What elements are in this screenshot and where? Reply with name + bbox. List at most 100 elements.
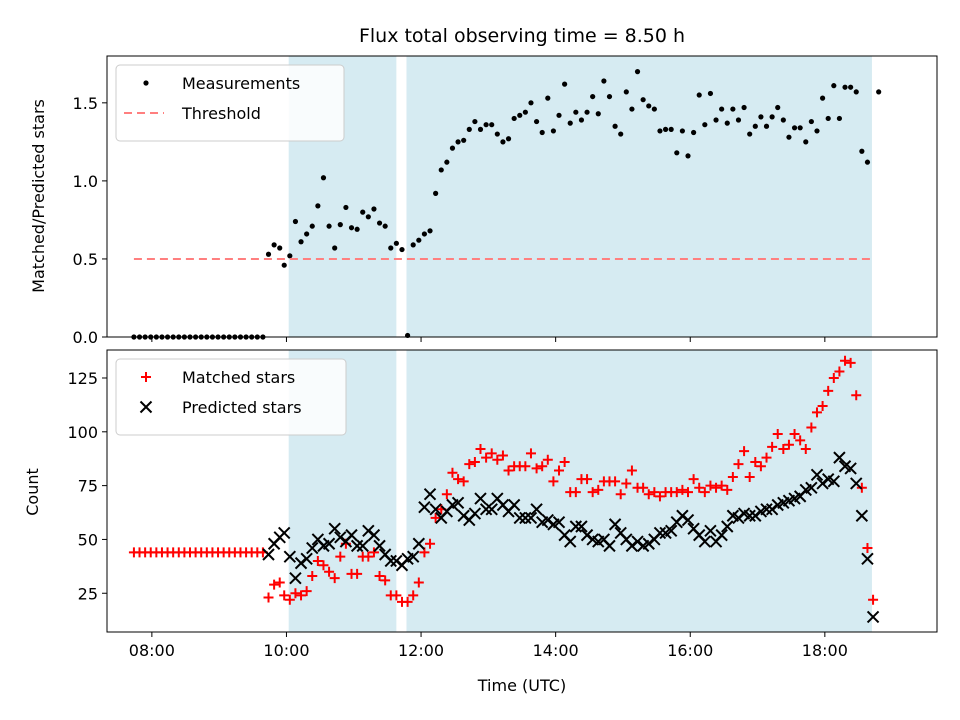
data-point-70 (522, 109, 528, 115)
plus-marker-51 (413, 577, 424, 588)
data-point-106 (724, 120, 730, 126)
plus-marker-64 (486, 448, 497, 459)
plus-marker-71 (525, 448, 536, 459)
x-tick-label-5: 18:00 (802, 641, 848, 660)
data-point-76 (556, 112, 562, 118)
x-marker-98 (810, 468, 824, 482)
data-point-127 (842, 84, 848, 90)
x-tick-label-0: 08:00 (129, 641, 175, 660)
plus-marker-28 (284, 594, 295, 605)
data-point-74 (545, 95, 551, 101)
x-marker-101 (827, 475, 841, 488)
plus-marker-116 (778, 444, 789, 455)
x-marker-19 (367, 528, 381, 542)
plus-marker-98 (677, 484, 688, 495)
x-marker-4 (283, 550, 297, 563)
x-tick-label-1: 10:00 (263, 641, 309, 660)
plus-marker-94 (654, 491, 665, 502)
data-point-82 (590, 93, 596, 100)
x-marker-106 (855, 509, 869, 522)
plus-marker-99 (683, 487, 693, 498)
data-point-118 (791, 125, 798, 131)
plus-marker-89 (626, 465, 637, 476)
axes-frame (106, 55, 938, 338)
x-marker-37 (468, 507, 482, 520)
data-point-40 (354, 226, 360, 232)
data-point-126 (836, 115, 843, 122)
data-point-65 (494, 131, 500, 137)
x-tick-label-4: 16:00 (667, 641, 713, 660)
data-point-93 (651, 106, 657, 112)
data-point-103 (707, 90, 714, 97)
data-point-37 (337, 222, 343, 228)
plus-marker-110 (744, 472, 755, 483)
x-marker-70 (653, 526, 667, 540)
x-marker-82 (721, 520, 734, 533)
y-tick-label-1: 50 (78, 530, 98, 549)
x-marker-79 (704, 524, 717, 538)
data-point-102 (702, 122, 708, 128)
data-point-100 (691, 129, 697, 136)
data-point-132 (876, 89, 882, 95)
data-point-54 (433, 190, 439, 196)
data-point-35 (326, 223, 332, 229)
data-point-68 (511, 115, 517, 122)
y-tick-label-3: 100 (67, 423, 98, 442)
data-point-84 (601, 78, 607, 84)
plus-marker-35 (324, 566, 335, 577)
plus-marker-93 (649, 487, 660, 498)
data-point-110 (747, 131, 753, 137)
x-marker-5 (289, 571, 302, 585)
data-point-53 (427, 228, 433, 234)
data-point-31 (304, 231, 310, 237)
x-tick-label-2: 12:00 (398, 641, 444, 660)
data-point-95 (662, 126, 669, 132)
plus-marker-75 (548, 476, 559, 487)
x-marker-104 (844, 462, 857, 475)
plus-marker-34 (318, 560, 329, 571)
plus-marker-76 (554, 465, 565, 476)
x-marker-78 (698, 535, 712, 548)
plus-marker-81 (582, 474, 593, 485)
x-marker-52 (552, 516, 566, 529)
data-point-72 (533, 118, 540, 125)
data-point-115 (775, 104, 781, 111)
x-marker-12 (328, 522, 341, 535)
plus-marker-132 (868, 594, 879, 605)
data-point-124 (825, 115, 831, 122)
plus-marker-37 (335, 551, 346, 562)
x-marker-40 (485, 503, 498, 516)
plus-marker-113 (761, 452, 772, 463)
legend-plus-swatch (141, 372, 151, 382)
plus-marker-24 (263, 592, 274, 603)
plus-marker-49 (402, 596, 413, 607)
plus-marker-40 (352, 568, 363, 579)
x-marker-7 (300, 552, 313, 566)
data-point-26 (277, 245, 283, 251)
data-point-59 (461, 137, 467, 143)
data-point-97 (674, 150, 680, 156)
data-point-38 (343, 204, 349, 211)
data-point-109 (741, 104, 747, 111)
data-point-128 (848, 84, 854, 90)
plus-marker-26 (274, 577, 285, 588)
data-point-94 (657, 128, 663, 134)
plus-marker-50 (408, 590, 419, 601)
data-point-131 (864, 159, 871, 165)
legend: Matched stars Predicted stars (115, 358, 347, 436)
x-marker-81 (715, 528, 728, 542)
plus-marker-122 (811, 407, 822, 418)
x-marker-56 (575, 520, 588, 533)
plus-marker-131 (862, 543, 873, 554)
plus-marker-73 (537, 461, 548, 472)
chart-title: Flux total observing time = 8.50 h (359, 25, 685, 47)
plus-marker-121 (806, 422, 817, 433)
data-point-87 (618, 131, 624, 137)
legend-box (115, 358, 347, 436)
plus-marker-44 (374, 571, 385, 582)
x-marker-47 (524, 511, 538, 525)
x-marker-30 (429, 503, 442, 516)
plus-marker-102 (699, 487, 710, 498)
plus-marker-58 (453, 474, 464, 485)
plus-marker-97 (671, 487, 682, 498)
